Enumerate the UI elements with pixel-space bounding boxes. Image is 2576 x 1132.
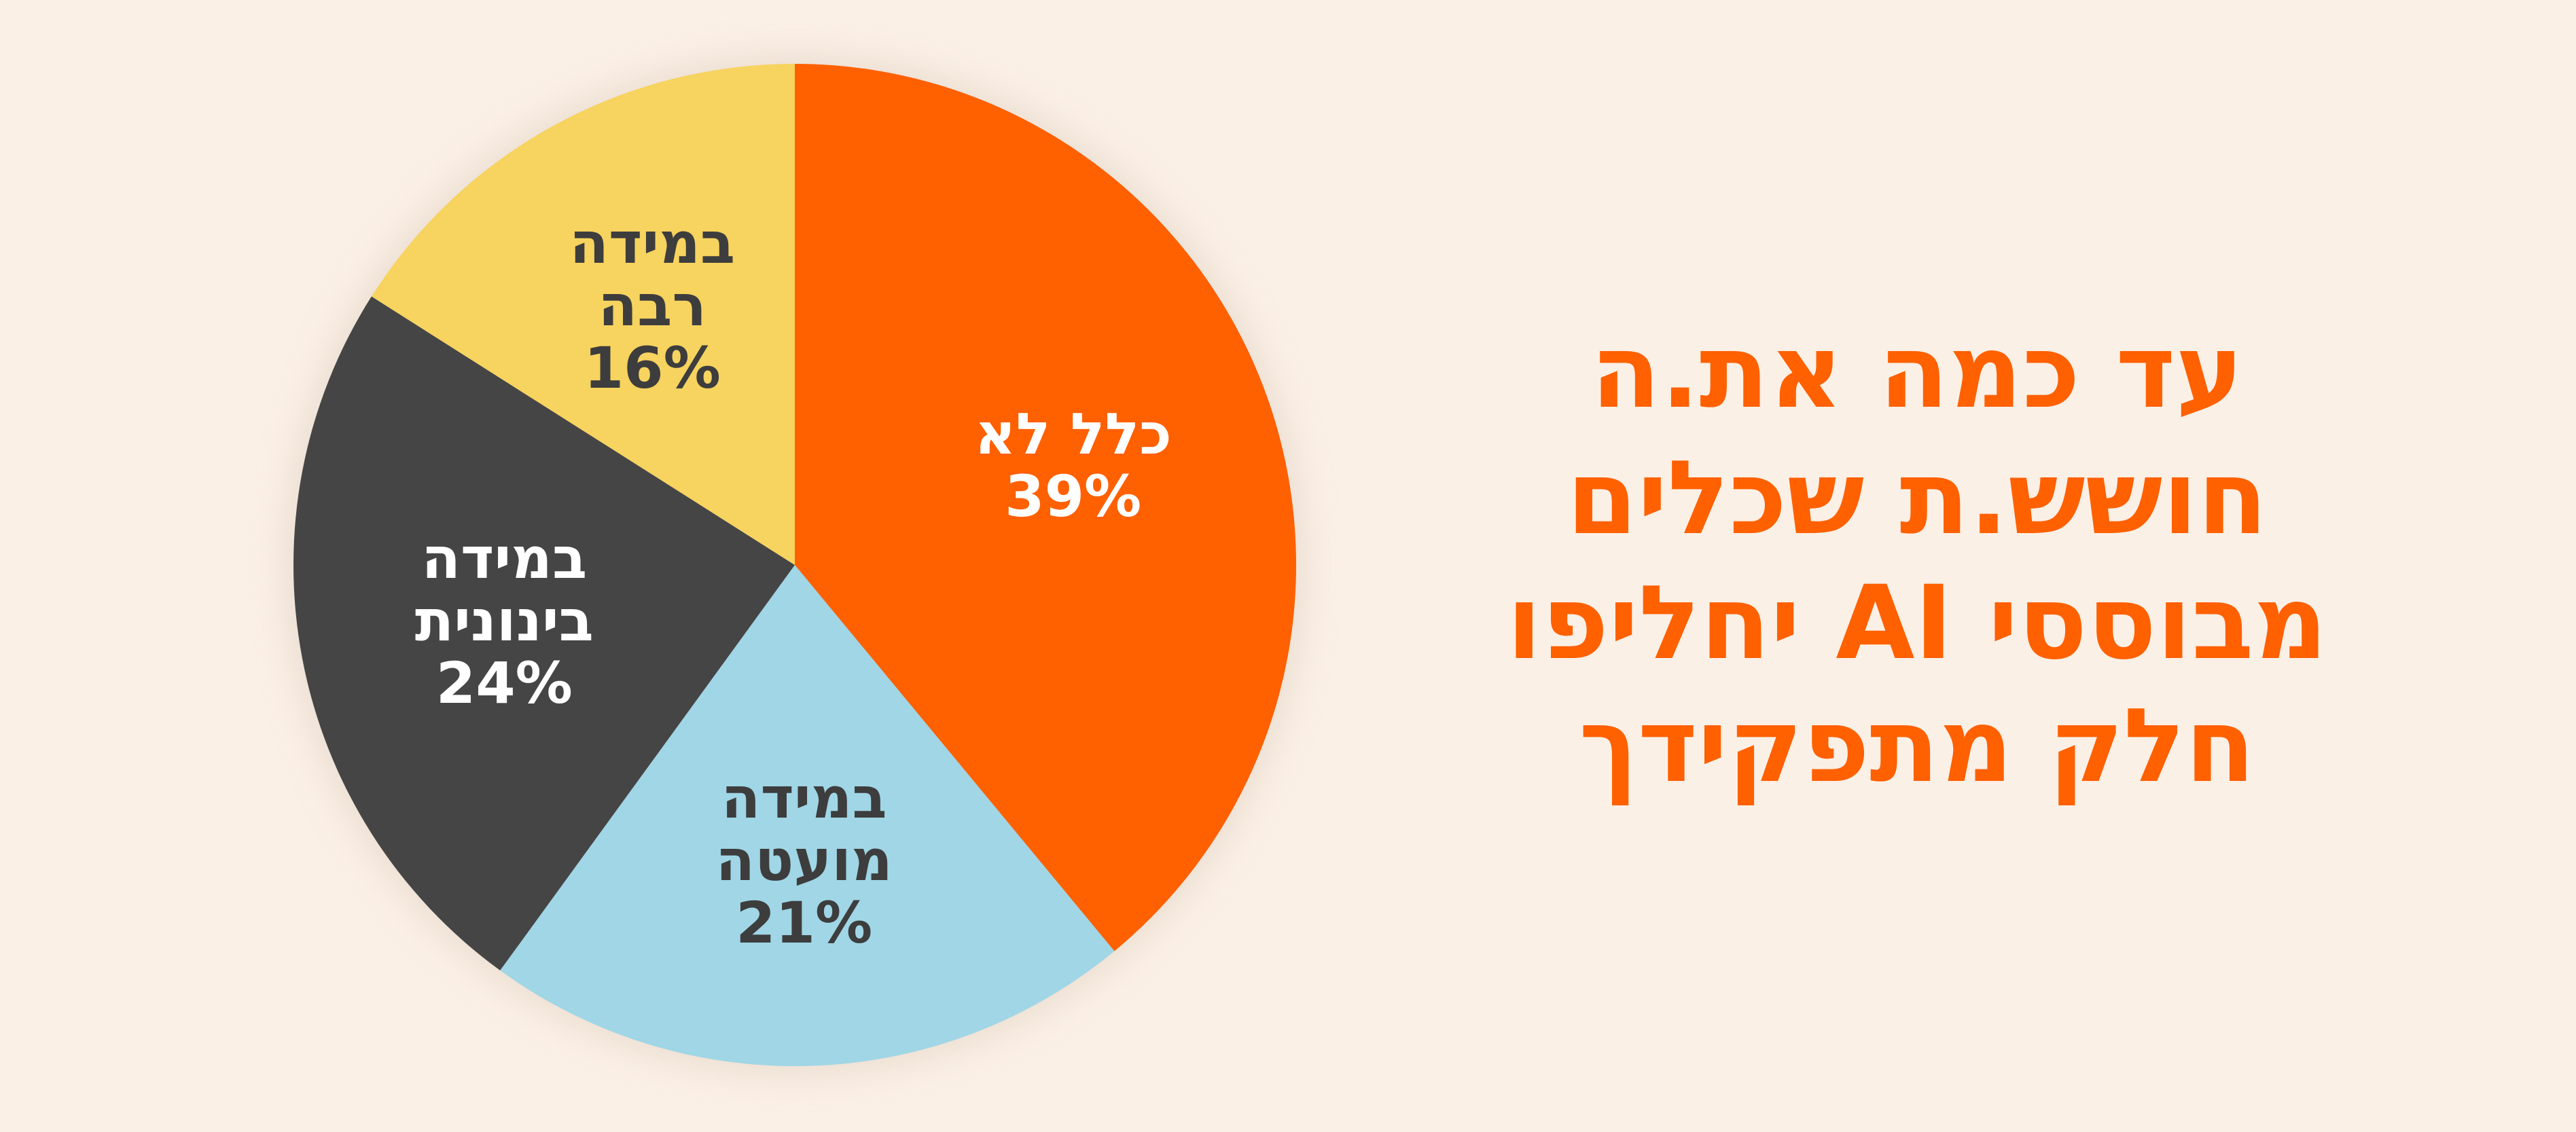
slice-label: כלל לא 39% [974,403,1171,528]
pie-slice [293,296,795,971]
slice-value-label: 24% [435,649,573,716]
slice-value-label: 21% [736,890,873,957]
slice-label: במידה מועטה 21% [716,767,893,954]
slice-value-label: 16% [584,335,721,402]
slice-value-label: 39% [1005,462,1142,530]
slice-category: במידה רבה [569,210,736,340]
pie-slice [795,64,1297,951]
slice-category: במידה בינונית [414,524,594,654]
slice-category: כלל לא [974,400,1172,467]
chart-title-line: מבוססי AI יחליפו [1506,564,2328,682]
pie-slice [500,565,1115,1067]
chart-title-line: חושש.ת שכלים [1567,439,2268,558]
slice-label: במידה בינונית 24% [415,527,594,714]
pie-slice [371,64,795,565]
slice-category: במידה מועטה [715,765,893,894]
chart-title-line: חלק מתפקידך [1579,687,2255,805]
chart-title-line: עד כמה את.ה [1590,313,2244,431]
slice-label: במידה רבה 16% [569,212,735,399]
